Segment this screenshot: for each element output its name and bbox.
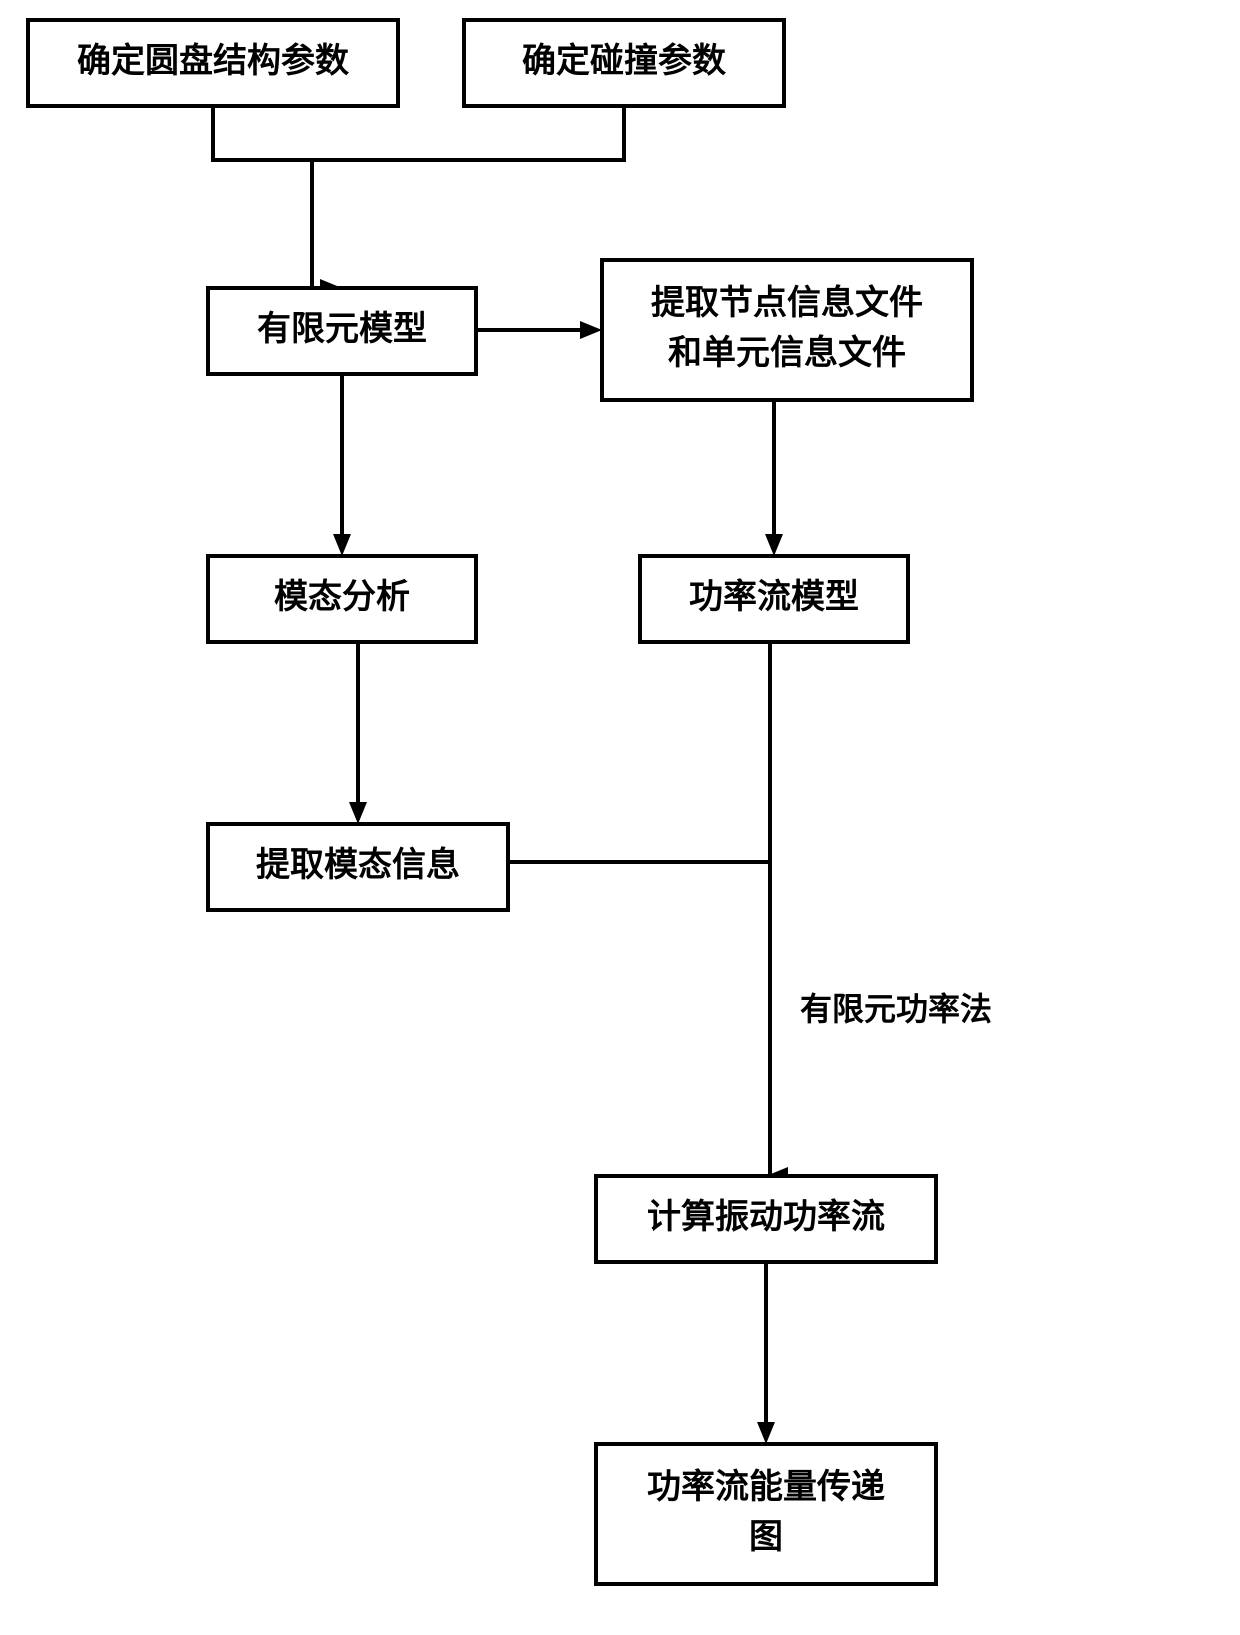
node-label: 有限元模型 [257, 310, 427, 348]
node-label: 提取节点信息文件 [651, 283, 923, 322]
flowchart-node: 有限元模型 [208, 288, 476, 374]
node-label: 图 [749, 1518, 783, 1556]
connector [774, 400, 787, 536]
flowchart-node: 确定圆盘结构参数 [28, 20, 398, 106]
arrow-head [757, 1422, 775, 1444]
connector [770, 862, 786, 1176]
node-label: 功率流能量传递 [647, 1468, 885, 1506]
connector [770, 642, 774, 862]
arrow-head [333, 534, 351, 556]
connector [508, 862, 770, 867]
connector [476, 330, 582, 331]
node-label: 功率流模型 [689, 578, 859, 616]
arrow-head [580, 321, 602, 339]
arrow-head [349, 802, 367, 824]
nodes-layer: 确定圆盘结构参数确定碰撞参数有限元模型提取节点信息文件和单元信息文件模态分析功率… [28, 20, 972, 1584]
flowchart-node: 模态分析 [208, 556, 476, 642]
labels-layer: 有限元功率法 [800, 991, 992, 1027]
node-label: 和单元信息文件 [668, 333, 906, 372]
flowchart-node: 功率流能量传递图 [596, 1444, 936, 1584]
flowchart-node: 提取模态信息 [208, 824, 508, 910]
edge-label: 有限元功率法 [800, 991, 992, 1027]
node-label: 确定碰撞参数 [522, 42, 726, 80]
connector [312, 106, 624, 160]
connector [312, 160, 322, 288]
node-label: 提取模态信息 [256, 845, 460, 884]
node-label: 计算振动功率流 [647, 1198, 885, 1236]
node-label: 模态分析 [274, 578, 410, 616]
flowchart-node: 确定碰撞参数 [464, 20, 784, 106]
node-box [602, 260, 972, 400]
flowchart-node: 提取节点信息文件和单元信息文件 [602, 260, 972, 400]
node-box [596, 1444, 936, 1584]
flowchart-node: 计算振动功率流 [596, 1176, 936, 1262]
connector [213, 106, 312, 160]
flowchart-node: 功率流模型 [640, 556, 908, 642]
arrow-head [765, 534, 783, 556]
node-label: 确定圆盘结构参数 [77, 42, 349, 80]
connector [342, 642, 358, 804]
